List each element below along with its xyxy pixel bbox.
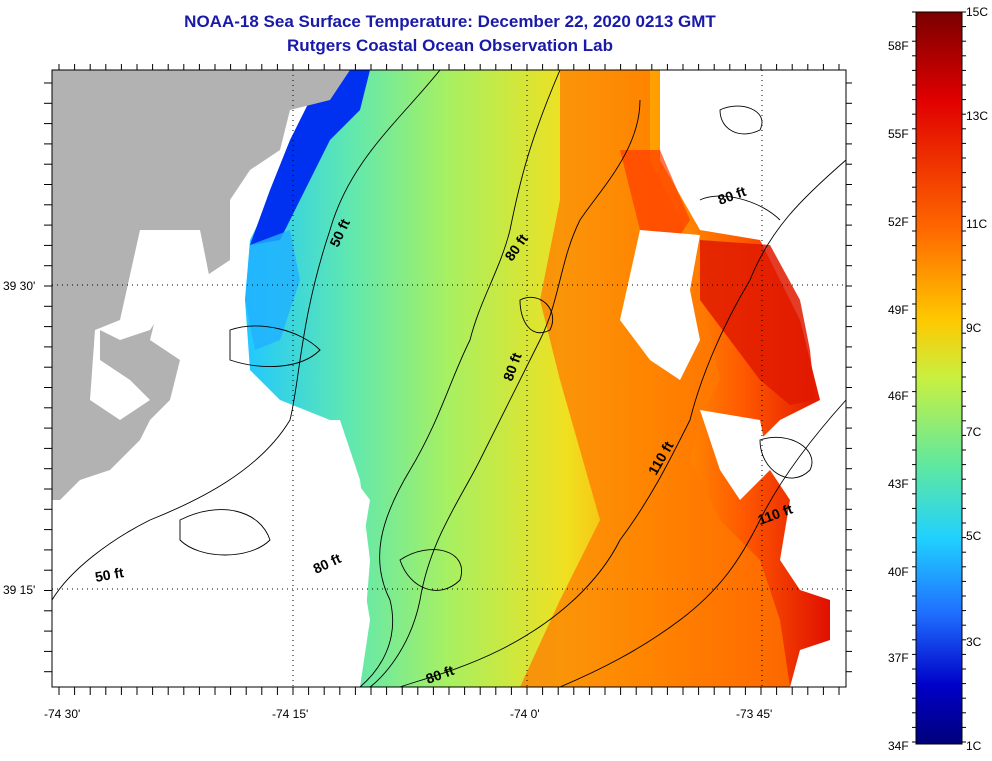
sst-cyan-strip <box>245 230 300 350</box>
cb-label-3c: 3C <box>966 635 982 649</box>
lon-label-74-30: -74 30' <box>44 707 80 721</box>
cb-label-43f: 43F <box>888 477 909 491</box>
sst-warm-core <box>520 70 790 687</box>
map-subtitle: Rutgers Coastal Ocean Observation Lab <box>287 36 613 55</box>
cb-label-1c: 1C <box>966 739 982 753</box>
sst-hot-patch-2 <box>620 150 690 250</box>
lon-label-74-15: -74 15' <box>272 707 308 721</box>
cb-label-7c: 7C <box>966 425 982 439</box>
lat-label-39-15: 39 15' <box>3 583 35 597</box>
cb-label-46f: 46F <box>888 389 909 403</box>
colorbar <box>915 11 963 745</box>
cb-label-55f: 55F <box>888 127 909 141</box>
cloud-gap-1 <box>620 230 700 380</box>
bay-white <box>90 230 210 420</box>
cloud-gap-2 <box>660 70 846 260</box>
map-title: NOAA-18 Sea Surface Temperature: Decembe… <box>184 12 716 31</box>
cb-label-11c: 11C <box>966 217 987 231</box>
cb-label-37f: 37F <box>888 651 909 665</box>
contour-label-50ft-b: 50 ft <box>94 564 125 585</box>
cb-label-40f: 40F <box>888 565 909 579</box>
cloud-gap-6 <box>300 430 350 540</box>
cb-label-34f: 34F <box>888 739 909 753</box>
cb-label-49f: 49F <box>888 303 909 317</box>
lat-label-39-30: 39 30' <box>3 279 35 293</box>
sst-cold-strip <box>250 70 370 245</box>
cb-label-58f: 58F <box>888 39 909 53</box>
cb-label-13c: 13C <box>966 109 988 123</box>
cb-label-5c: 5C <box>966 529 982 543</box>
lon-label-73-45: -73 45' <box>736 707 772 721</box>
cloud-gap-4 <box>795 420 846 600</box>
cb-label-9c: 9C <box>966 321 982 335</box>
cb-label-52f: 52F <box>888 215 909 229</box>
sst-hot-patch <box>700 240 815 405</box>
colorbar-ticks <box>912 11 966 743</box>
depth-contours <box>52 70 846 687</box>
cloud-gap-3 <box>700 410 770 500</box>
tick-marks <box>44 64 852 695</box>
lon-label-74-0: -74 0' <box>510 707 540 721</box>
cb-label-15c: 15C <box>966 5 988 19</box>
